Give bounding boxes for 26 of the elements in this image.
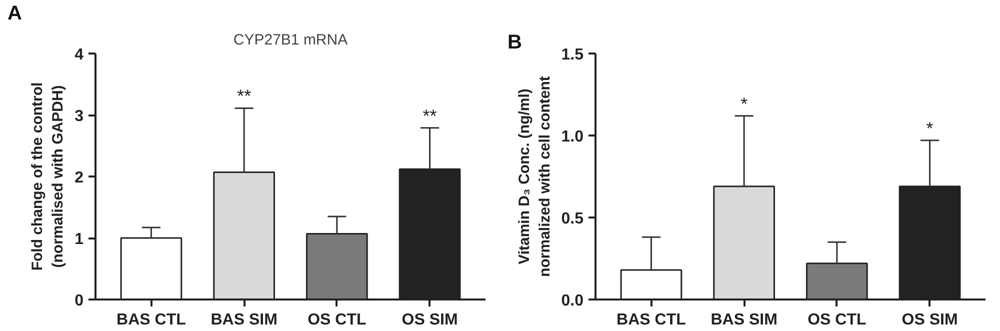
annotation: **	[422, 106, 437, 126]
x-tick-label: OS SIM	[902, 312, 958, 328]
text: A	[8, 2, 22, 24]
x-tick-label: BAS SIM	[210, 312, 278, 328]
y-tick-label: 3	[74, 108, 84, 125]
annotation: *	[740, 94, 748, 114]
annotation: **	[237, 86, 252, 106]
annotation: *	[926, 118, 934, 138]
y-tick-label: 0.5	[561, 210, 584, 228]
chart-title: CYP27B1 mRNA	[233, 32, 348, 48]
x-tick-label: OS SIM	[402, 312, 458, 328]
x-tick-label: BAS CTL	[116, 312, 186, 328]
y-tick-label: 1.0	[561, 128, 584, 146]
x-tick-label: OS CTL	[308, 312, 366, 328]
x-tick-label: BAS SIM	[710, 312, 778, 328]
y-tick-label: 0	[74, 292, 84, 310]
text: B	[508, 32, 522, 54]
x-tick-label: OS CTL	[808, 312, 866, 328]
y-axis-title: Vitamin D₃ Conc. (ng/ml) normalized with cell content	[516, 76, 554, 277]
y-axis-title: Fold change of the control (normalised with GAPDH)	[29, 82, 67, 271]
y-tick-label: 0.0	[561, 292, 584, 310]
x-tick-label: BAS CTL	[616, 312, 686, 328]
y-tick-label: 1	[74, 231, 84, 248]
y-tick-label: 4	[74, 46, 84, 64]
y-tick-label: 2	[74, 170, 84, 186]
y-tick-label: 1.5	[561, 46, 584, 64]
